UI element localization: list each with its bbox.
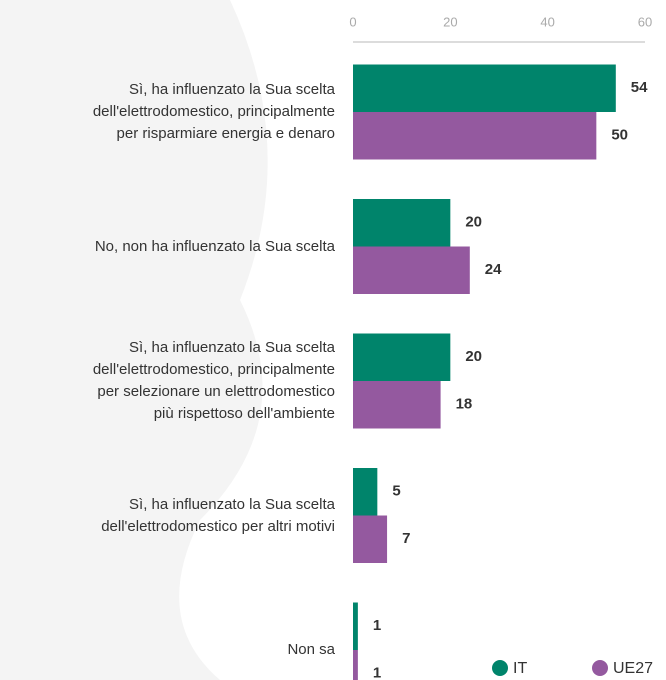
value-label: 5: [392, 483, 400, 500]
value-label: 50: [611, 127, 628, 144]
bar: [353, 602, 358, 650]
bar: [353, 381, 441, 429]
value-label: 7: [402, 530, 410, 547]
bar: [353, 112, 597, 160]
bar: [353, 333, 451, 381]
x-tick-label: 0: [349, 14, 356, 29]
bar: [353, 515, 388, 563]
value-label: 24: [485, 261, 502, 278]
category-label: Sì, ha influenzato la Sua scelta dell'el…: [92, 339, 335, 422]
legend-swatch: [592, 660, 608, 676]
category-label: Sì, ha influenzato la Sua scelta dell'el…: [92, 81, 335, 142]
value-label: 18: [456, 396, 473, 413]
background-map: [0, 0, 268, 680]
bar: [353, 468, 378, 516]
category-label: Non sa: [287, 641, 335, 658]
value-label: 54: [631, 79, 648, 96]
value-label: 20: [465, 214, 482, 231]
value-label: 1: [373, 665, 381, 680]
legend-label: UE27: [613, 660, 653, 677]
bar: [353, 64, 616, 112]
x-tick-label: 40: [540, 14, 554, 29]
category-label: No, non ha influenzato la Sua scelta: [94, 237, 335, 255]
legend-swatch: [492, 660, 508, 676]
x-tick-label: 60: [638, 14, 652, 29]
bar: [353, 246, 470, 294]
bar: [353, 650, 358, 680]
category-label: Sì, ha influenzato la Sua scelta dell'el…: [101, 495, 335, 535]
x-tick-label: 20: [443, 14, 457, 29]
value-label: 1: [373, 617, 381, 634]
bar: [353, 199, 451, 247]
legend-label: IT: [513, 660, 527, 677]
value-label: 20: [465, 348, 482, 365]
